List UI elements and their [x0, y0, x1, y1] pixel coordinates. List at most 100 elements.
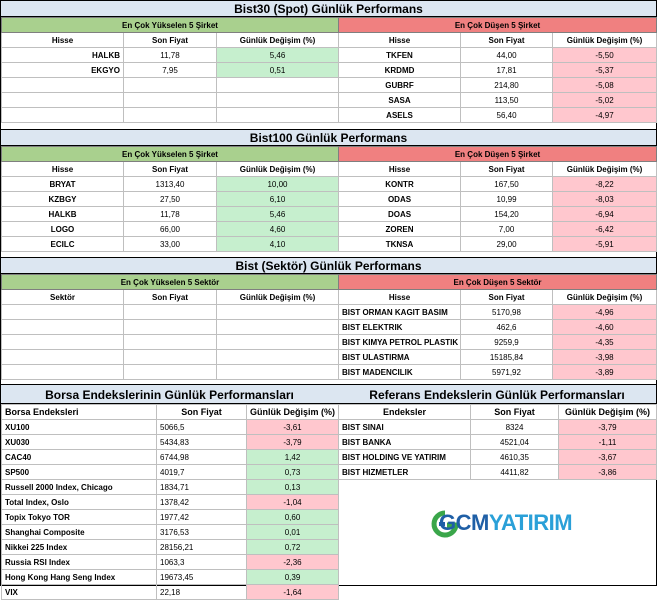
stock-name: BRYAT	[1, 176, 124, 192]
stock-price: 66,00	[123, 221, 217, 237]
col-header-price: Son Fiyat	[460, 289, 553, 305]
col-header-change: Günlük Değişim (%)	[215, 32, 340, 48]
stock-name: KONTR	[338, 176, 462, 192]
index-price: 4019,7	[156, 464, 247, 480]
col-header-name: Hisse	[1, 32, 124, 48]
bist100-title: Bist100 Günlük Performans	[1, 129, 656, 146]
table-row: ECILC 33,00 4,10 TKNSA 29,00 -5,91	[1, 236, 657, 252]
bist30-table: En Çok Yükselen 5 Şirket En Çok Düşen 5 …	[0, 17, 657, 123]
sector-down-header: En Çok Düşen 5 Sektör	[337, 274, 657, 290]
index-name: CAC40	[1, 449, 157, 465]
table-row: SASA 113,50 -5,02	[1, 92, 657, 108]
sector-name: BIST KIMYA PETROL PLASTIK	[338, 334, 461, 350]
gcm-logo-text: GCMYATIRIM	[439, 510, 573, 536]
sector-price: 5170,98	[460, 304, 553, 320]
sector-price: 9259,9	[460, 334, 553, 350]
stock-price: 7,00	[460, 221, 554, 237]
col-header-change: Günlük Değişim (%)	[551, 289, 657, 305]
table-row: HALKB 11,78 5,46 DOAS 154,20 -6,94	[1, 206, 657, 222]
empty-cell	[1, 364, 124, 380]
col-header-price: Son Fiyat	[460, 32, 554, 48]
stock-name: GUBRF	[338, 77, 462, 93]
empty-cell	[216, 304, 339, 320]
stock-change: -4,97	[552, 107, 657, 123]
stock-name: HALKB	[1, 206, 124, 222]
table-row: BIST SINAI 8324 -3,79	[338, 419, 657, 435]
sector-table: En Çok Yükselen 5 Sektör En Çok Düşen 5 …	[1, 274, 657, 380]
sector-price: 5971,92	[460, 364, 553, 380]
stock-change: -6,94	[552, 206, 657, 222]
col-header-change: Günlük Değişim (%)	[552, 161, 657, 177]
col-header-price: Son Fiyat	[123, 289, 217, 305]
index-price: 5066,5	[156, 419, 247, 435]
table-row: Nikkei 225 Index 28156,21 0,72	[1, 539, 339, 555]
col-header-price: Son Fiyat	[460, 161, 554, 177]
bist100-down-header: En Çok Düşen 5 Şirket	[338, 146, 657, 162]
index-change: 1,42	[246, 449, 339, 465]
table-row: HALKB 11,78 5,46 TKFEN 44,00 -5,50	[1, 47, 657, 63]
sector-change: -4,60	[551, 319, 657, 335]
ref-price: 8324	[470, 419, 559, 435]
index-change: -2,36	[246, 554, 339, 570]
table-row: LOGO 66,00 4,60 ZOREN 7,00 -6,42	[1, 221, 657, 237]
ref-price: 4521,04	[470, 434, 559, 450]
table-row: KZBGY 27,50 6,10 ODAS 10,99 -8,03	[1, 191, 657, 207]
stock-name: HALKB	[1, 47, 124, 63]
index-change: 0,39	[246, 569, 339, 585]
index-name: Total Index, Oslo	[1, 494, 157, 510]
index-name: SP500	[1, 464, 157, 480]
table-row: BIST BANKA 4521,04 -1,11	[338, 434, 657, 450]
stock-change: 4,10	[215, 236, 340, 252]
index-price: 5434,83	[156, 434, 247, 450]
table-row: BIST ELEKTRIK 462,6 -4,60	[1, 319, 657, 335]
bist100-up-header: En Çok Yükselen 5 Şirket	[0, 146, 340, 162]
col-header-change: Günlük Değişim (%)	[246, 404, 339, 420]
stock-change: -5,02	[552, 92, 657, 108]
sector-change: -3,98	[551, 349, 657, 365]
sector-price: 15185,84	[460, 349, 553, 365]
stock-name: SASA	[338, 92, 462, 108]
gcm-logo-icon	[431, 510, 459, 538]
empty-cell	[1, 334, 124, 350]
empty-cell	[1, 349, 124, 365]
stock-price: 1313,40	[123, 176, 217, 192]
empty-cell	[123, 92, 217, 108]
table-row: EKGYO 7,95 0,51 KRDMD 17,81 -5,37	[1, 62, 657, 78]
sector-title: Bist (Sektör) Günlük Performans	[1, 257, 656, 274]
empty-cell	[1, 304, 124, 320]
stock-change: -5,37	[552, 62, 657, 78]
table-row: BRYAT 1313,40 10,00 KONTR 167,50 -8,22	[1, 176, 657, 192]
col-header-price: Son Fiyat	[470, 404, 559, 420]
stock-change: 10,00	[215, 176, 340, 192]
stock-name: KZBGY	[1, 191, 124, 207]
col-header-name: Hisse	[338, 161, 462, 177]
stock-change: -5,91	[552, 236, 657, 252]
index-change: -3,79	[246, 434, 339, 450]
sector-name: BIST ORMAN KAGIT BASIM	[338, 304, 461, 320]
empty-cell	[123, 107, 217, 123]
stock-change: -5,50	[552, 47, 657, 63]
table-row: BIST HOLDING VE YATIRIM 4610,35 -3,67	[338, 449, 657, 465]
index-change: -1,64	[246, 584, 339, 600]
table-row: Total Index, Oslo 1378,42 -1,04	[1, 494, 339, 510]
ref-name: BIST BANKA	[338, 434, 471, 450]
index-price: 1063,3	[156, 554, 247, 570]
stock-price: 33,00	[123, 236, 217, 252]
index-name: Hong Kong Hang Seng Index	[1, 569, 157, 585]
col-header-change: Günlük Değişim (%)	[215, 161, 340, 177]
bist30-up-header: En Çok Yükselen 5 Şirket	[0, 17, 340, 33]
index-price: 3176,53	[156, 524, 247, 540]
stock-price: 7,95	[123, 62, 217, 78]
index-price: 6744,98	[156, 449, 247, 465]
index-change: 0,60	[246, 509, 339, 525]
empty-cell	[215, 107, 340, 123]
table-row: BIST KIMYA PETROL PLASTIK 9259,9 -4,35	[1, 334, 657, 350]
bist30-title: Bist30 (Spot) Günlük Performans	[1, 0, 656, 17]
stock-name: TKNSA	[338, 236, 462, 252]
index-change: 0,72	[246, 539, 339, 555]
stock-change: 5,46	[215, 47, 340, 63]
col-header-price: Son Fiyat	[123, 32, 217, 48]
index-price: 22,18	[156, 584, 247, 600]
borsa-title: Borsa Endekslerinin Günlük Performanslar…	[1, 384, 338, 404]
